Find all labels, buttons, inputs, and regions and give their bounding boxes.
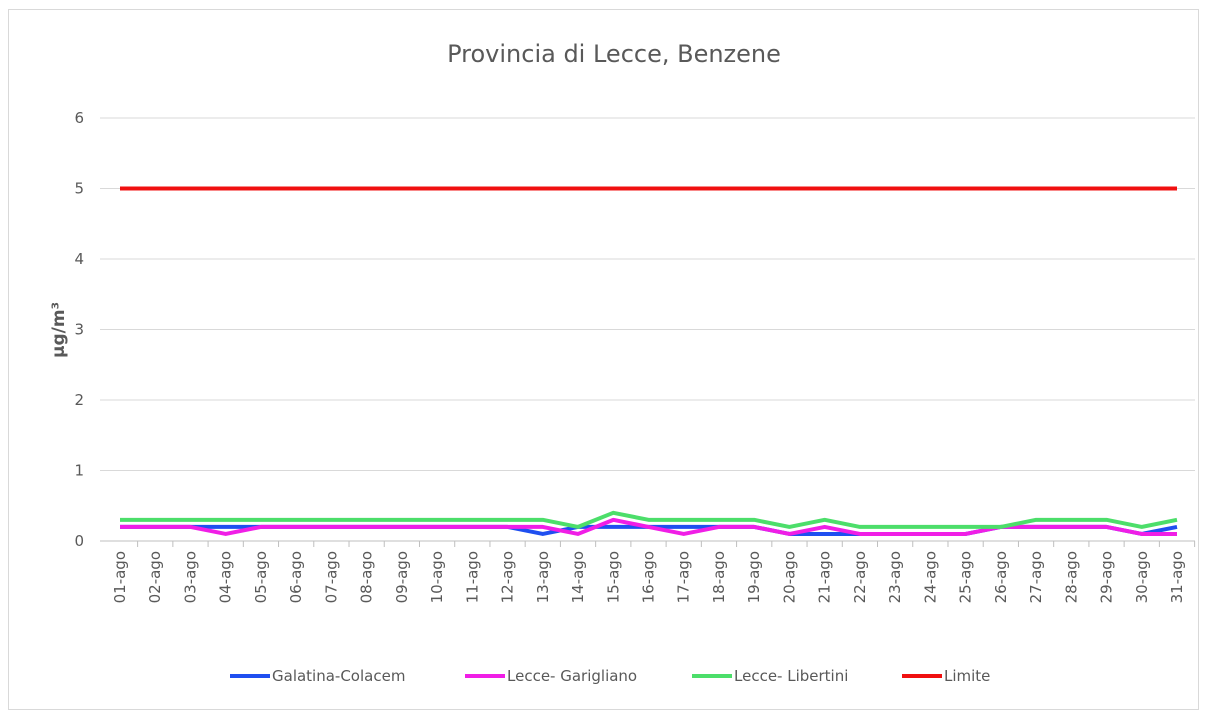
x-tick-label: 25-ago (957, 551, 975, 603)
x-tick-label: 15-ago (604, 551, 622, 603)
x-tick-label: 22-ago (851, 551, 869, 603)
x-tick-label: 02-ago (146, 551, 164, 603)
x-tick-label: 30-ago (1133, 551, 1151, 603)
chart-frame (8, 9, 1199, 710)
x-tick-label: 18-ago (710, 551, 728, 603)
legend-label: Limite (944, 667, 990, 685)
x-tick-label: 19-ago (745, 551, 763, 603)
x-tick-label: 11-ago (463, 551, 481, 603)
x-tick-label: 09-ago (393, 551, 411, 603)
x-tick-label: 06-ago (287, 551, 305, 603)
x-tick-label: 20-ago (780, 551, 798, 603)
line-series (120, 510, 1178, 529)
chart-title: Provincia di Lecce, Benzene (447, 40, 781, 68)
x-tick-label: 03-ago (181, 551, 199, 603)
x-tick-label: 04-ago (217, 551, 235, 603)
x-tick-label: 14-ago (569, 551, 587, 603)
x-tick-label: 21-ago (816, 551, 834, 603)
x-tick-label: 10-ago (428, 551, 446, 603)
y-tick-label: 4 (74, 250, 84, 268)
y-tick-label: 0 (74, 532, 84, 550)
x-tick-label: 08-ago (358, 551, 376, 603)
x-tick-label: 29-ago (1098, 551, 1116, 603)
x-tick-label: 17-ago (675, 551, 693, 603)
y-axis-label: μg/m³ (49, 302, 69, 358)
x-tick-label: 12-ago (499, 551, 517, 603)
x-tick-label: 07-ago (322, 551, 340, 603)
x-tick-label: 23-ago (886, 551, 904, 603)
x-tick-label: 05-ago (252, 551, 270, 603)
y-tick-label: 3 (74, 321, 84, 339)
x-tick-label: 24-ago (921, 551, 939, 603)
x-tick-label: 28-ago (1062, 551, 1080, 603)
y-tick-label: 6 (74, 109, 84, 127)
legend-label: Galatina-Colacem (272, 667, 405, 685)
x-tick-label: 27-ago (1027, 551, 1045, 603)
x-tick-label: 01-ago (111, 551, 129, 603)
y-tick-label: 2 (74, 391, 84, 409)
x-tick-label: 31-ago (1168, 551, 1186, 603)
legend-label: Lecce- Garigliano (507, 667, 637, 685)
legend-label: Lecce- Libertini (734, 667, 848, 685)
y-tick-label: 5 (74, 180, 84, 198)
x-tick-label: 26-ago (992, 551, 1010, 603)
x-tick-label: 13-ago (534, 551, 552, 603)
y-tick-label: 1 (74, 462, 84, 480)
x-tick-label: 16-ago (640, 551, 658, 603)
